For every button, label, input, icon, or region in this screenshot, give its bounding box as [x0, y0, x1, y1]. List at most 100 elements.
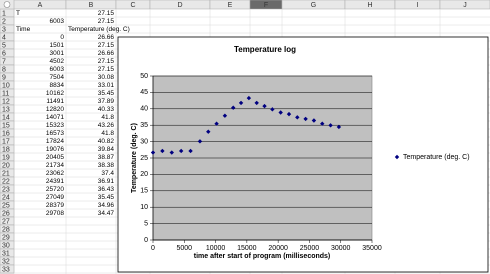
- cell-text[interactable]: 17824: [46, 138, 64, 145]
- cell-text[interactable]: 30.08: [98, 74, 115, 81]
- cell-text[interactable]: 8834: [50, 82, 65, 89]
- cell-text[interactable]: 41.8: [101, 114, 114, 121]
- embedded-chart[interactable]: Temperature log time after start of prog…: [117, 36, 489, 273]
- cell-text[interactable]: 40.82: [98, 138, 115, 145]
- row-number: 12: [2, 98, 10, 105]
- row-number: 2: [2, 18, 6, 25]
- data-point: [286, 111, 292, 117]
- cell-text[interactable]: 19076: [46, 146, 64, 153]
- column-header[interactable]: [439, 0, 490, 10]
- cell-text[interactable]: T: [16, 10, 20, 17]
- row-number: 32: [2, 258, 10, 265]
- cell-text[interactable]: 27.15: [98, 18, 115, 25]
- cell-text[interactable]: 4502: [50, 58, 65, 65]
- data-point: [178, 148, 184, 154]
- row-number: 20: [2, 162, 10, 169]
- cell-text[interactable]: 43.26: [98, 122, 115, 129]
- cell-text[interactable]: 38.87: [98, 154, 115, 161]
- cell-text[interactable]: 26.66: [98, 34, 115, 41]
- row-number: 26: [2, 210, 10, 217]
- cell-text[interactable]: 36.91: [98, 178, 115, 185]
- row-number: 17: [2, 138, 10, 145]
- cell-text[interactable]: 16573: [46, 130, 64, 137]
- row-number: 31: [2, 250, 10, 257]
- cell-text[interactable]: 27.15: [98, 10, 115, 17]
- cell-text[interactable]: 6003: [50, 66, 65, 73]
- row-number: 8: [2, 66, 6, 73]
- cell-text[interactable]: 3001: [50, 50, 65, 57]
- cell-text[interactable]: 1501: [50, 42, 65, 49]
- cell-text[interactable]: 26.66: [98, 50, 115, 57]
- row-number: 18: [2, 146, 10, 153]
- cell-text[interactable]: 14071: [46, 114, 64, 121]
- column-letter: I: [417, 2, 419, 9]
- cell-text[interactable]: 34.96: [98, 202, 115, 209]
- row-number: 3: [2, 26, 6, 33]
- data-point: [169, 150, 174, 155]
- cell-text[interactable]: 7504: [50, 74, 65, 81]
- cell-text[interactable]: 33.01: [98, 82, 115, 89]
- data-point: [320, 121, 325, 126]
- x-tick-label: 10000: [206, 245, 226, 252]
- cell-text[interactable]: 28379: [46, 202, 64, 209]
- y-tick-label: 5: [144, 220, 148, 227]
- cell-text[interactable]: 37.89: [98, 98, 115, 105]
- cell-text[interactable]: 27.15: [98, 42, 115, 49]
- column-letter: F: [264, 2, 268, 9]
- cell-text[interactable]: 34.47: [98, 210, 115, 217]
- column-letter: B: [89, 2, 94, 9]
- row-number: 6: [2, 50, 6, 57]
- cell-text[interactable]: 10162: [46, 90, 64, 97]
- row-number: 13: [2, 106, 10, 113]
- row-number: 30: [2, 242, 10, 249]
- cell-text[interactable]: Temperature (deg. C): [68, 26, 130, 33]
- cell-text[interactable]: 6003: [50, 18, 65, 25]
- y-tick-label: 30: [140, 138, 148, 145]
- row-number: 9: [2, 74, 6, 81]
- cell-text[interactable]: Time: [16, 26, 31, 33]
- cell-text[interactable]: 27.15: [98, 66, 115, 73]
- cell-text[interactable]: 21734: [46, 162, 64, 169]
- x-axis-label: time after start of program (millisecond…: [194, 253, 331, 260]
- data-point: [311, 118, 317, 123]
- cell-text[interactable]: 23062: [46, 170, 64, 177]
- y-tick-label: 10: [140, 204, 148, 211]
- cell-text[interactable]: 29708: [46, 210, 64, 217]
- row-number: 28: [2, 226, 10, 233]
- cell-text[interactable]: 38.38: [98, 162, 115, 169]
- y-tick-label: 45: [140, 89, 148, 96]
- cell-text[interactable]: 41.8: [101, 130, 114, 137]
- data-point: [336, 124, 342, 130]
- cell-text[interactable]: 37.4: [101, 170, 114, 177]
- cell-text[interactable]: 11491: [46, 98, 64, 105]
- cell-text[interactable]: 27.15: [98, 58, 115, 65]
- row-header[interactable]: [0, 264, 15, 274]
- x-tick-label: 30000: [331, 245, 351, 252]
- cell-text[interactable]: 36.43: [98, 186, 115, 193]
- cell-text[interactable]: 15323: [46, 122, 64, 129]
- cell-text[interactable]: 35.45: [98, 90, 115, 97]
- row-number: 4: [2, 34, 6, 41]
- cell-text[interactable]: 25720: [46, 186, 64, 193]
- x-tick-label: 35000: [362, 245, 382, 252]
- cell-text[interactable]: 35.45: [98, 194, 115, 201]
- y-tick-label: 25: [140, 155, 148, 162]
- row-number: 11: [2, 90, 9, 97]
- cell-text[interactable]: 27049: [46, 194, 64, 201]
- cell-text[interactable]: 0: [60, 34, 64, 41]
- legend-marker: [394, 154, 400, 160]
- cell-text[interactable]: 12820: [46, 106, 64, 113]
- row-number: 10: [2, 82, 10, 89]
- row-number: 25: [2, 202, 10, 209]
- row-number: 29: [2, 234, 10, 241]
- row-number: 24: [2, 194, 10, 201]
- data-point: [160, 148, 165, 154]
- cell-text[interactable]: 24391: [46, 178, 64, 185]
- row-number: 5: [2, 42, 6, 49]
- data-point: [197, 139, 203, 144]
- cell-text[interactable]: 39.84: [98, 146, 115, 153]
- cell-text[interactable]: 40.33: [98, 106, 115, 113]
- cell-text[interactable]: 20405: [46, 154, 64, 161]
- select-all-button[interactable]: [3, 1, 11, 8]
